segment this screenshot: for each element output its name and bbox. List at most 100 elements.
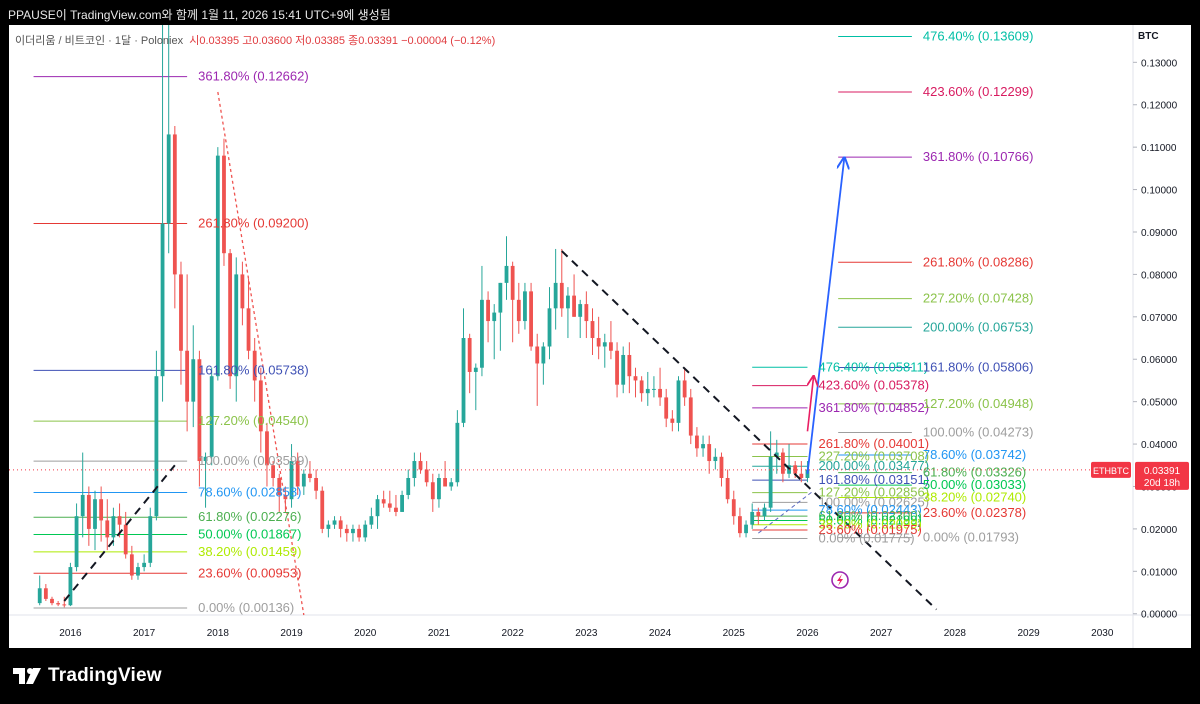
time-tick-label: 2020 (354, 628, 377, 639)
price-tick-label: 0.02000 (1141, 525, 1178, 536)
candle-body (191, 359, 196, 402)
candle-body (547, 308, 552, 347)
candle (105, 499, 110, 551)
candle-body (424, 469, 429, 483)
candle-body (234, 274, 239, 377)
price-axis-currency[interactable]: BTC (1138, 31, 1159, 42)
ohlc-low: 저0.03385 (295, 35, 346, 47)
candle-body (449, 482, 454, 487)
chart-canvas[interactable]: 361.80% (0.12662) 261.80% (0.09200) 161.80… (9, 25, 1191, 648)
ohlc-change: −0.00004 (−0.12%) (401, 35, 496, 47)
fib-level-label: 78.60% (0.02858) (198, 485, 301, 500)
fib-level-label: 261.80% (0.08286) (923, 254, 1034, 269)
candle-body (222, 155, 226, 254)
candle (166, 25, 171, 254)
fib-level-label: 261.80% (0.09200) (198, 216, 309, 231)
candle (676, 376, 681, 432)
fib-level-label: 200.00% (0.03477) (818, 458, 929, 473)
candle (363, 520, 368, 542)
candle-body (750, 511, 755, 525)
candle-body (301, 473, 306, 487)
candle (731, 490, 736, 525)
price-tick-label: 0.08000 (1141, 270, 1178, 281)
symbol-name[interactable]: 이더리움 / 비트코인 · 1달 · Poloniex (15, 35, 184, 47)
time-tick-label: 2019 (280, 628, 303, 639)
candle (467, 333, 472, 394)
fib-level-label: 23.60% (0.01975) (818, 522, 921, 537)
candle (37, 575, 42, 606)
candle (787, 444, 791, 478)
candle-body (566, 295, 570, 309)
candle (111, 507, 116, 546)
candle (271, 461, 276, 487)
price-tick-label: 0.07000 (1141, 313, 1178, 324)
candle (516, 282, 521, 334)
time-tick-label: 2030 (1091, 628, 1114, 639)
footer-brand: TradingView (48, 665, 162, 686)
candle (609, 321, 613, 360)
candle-body (62, 604, 67, 606)
candle (56, 601, 61, 607)
candle-body (793, 465, 798, 474)
candle-body (559, 282, 564, 309)
fib-level-label: 100.00% (0.02625) (818, 494, 929, 509)
fibonacci-extension-lines (33, 35, 912, 609)
time-tick-label: 2017 (133, 628, 156, 639)
fib-level-label: 127.20% (0.04948) (923, 396, 1034, 411)
fib-level-label: 161.80% (0.05738) (198, 362, 309, 377)
candle-body (486, 299, 490, 322)
fib-level-label: 127.20% (0.04540) (198, 413, 309, 428)
candle (308, 461, 312, 483)
candle-body (535, 346, 540, 364)
price-tick-label: 0.04000 (1141, 440, 1178, 451)
candle (725, 469, 730, 504)
candle (498, 282, 503, 351)
candle (596, 316, 601, 360)
grid-lines (9, 25, 1191, 648)
candle-body (74, 516, 79, 568)
lightning-icon[interactable] (831, 571, 849, 589)
candle (480, 265, 484, 377)
fib-level-label: 161.80% (0.05806) (923, 359, 1034, 374)
candle (430, 473, 435, 512)
chart-panel[interactable]: 361.80% (0.12662) 261.80% (0.09200) 161.80… (9, 25, 1191, 648)
candle-body (406, 477, 411, 495)
candle-body (762, 507, 767, 517)
candle (314, 469, 319, 500)
candle-body (99, 499, 104, 521)
candle (172, 125, 177, 309)
candle (351, 524, 355, 542)
candle-body (670, 418, 675, 423)
candle (688, 388, 693, 445)
candle-body (523, 291, 527, 322)
candle-body (308, 473, 312, 478)
candle (799, 461, 804, 483)
candle (62, 596, 67, 608)
fib-level-label: 50.00% (0.01867) (198, 527, 301, 542)
candle-body (400, 494, 404, 512)
fib-level-label: 361.80% (0.04852) (818, 400, 929, 415)
candle (412, 452, 417, 487)
candle-body (609, 342, 613, 351)
price-tick-label: 0.05000 (1141, 398, 1178, 409)
fib-level-label: 476.40% (0.05811) (818, 359, 928, 374)
candle (645, 371, 650, 406)
candle-body (541, 346, 546, 364)
fib-level-label: 61.80% (0.02300) (818, 508, 921, 523)
ohlc-open: 시0.03395 (189, 35, 240, 47)
candle (203, 452, 208, 508)
candle-body (277, 477, 282, 495)
candle-body (375, 499, 380, 517)
price-tag-bg (1135, 461, 1189, 490)
candle-body (394, 507, 398, 512)
candle (320, 486, 325, 534)
candle (529, 282, 533, 351)
candle (639, 376, 644, 402)
fib-level-label: 423.60% (0.05378) (818, 378, 929, 393)
candle (344, 524, 349, 542)
price-tick-label: 0.10000 (1141, 186, 1178, 197)
candle (541, 342, 546, 385)
candle (50, 596, 54, 606)
candle-body (80, 494, 85, 517)
